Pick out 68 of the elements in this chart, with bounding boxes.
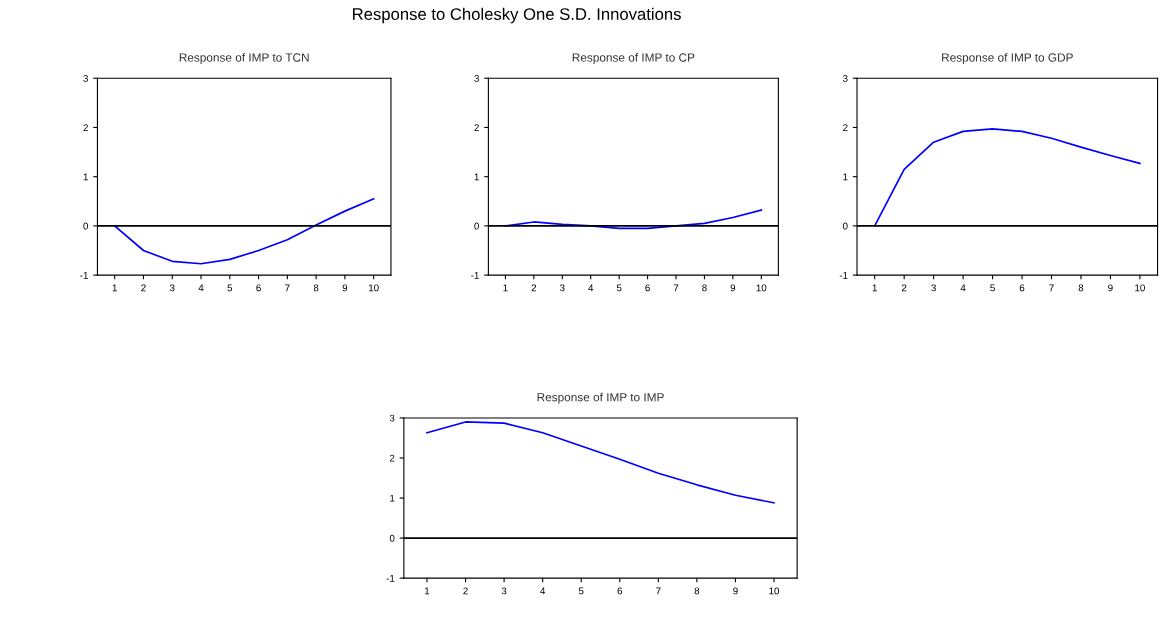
x-tick-label: 9 (730, 284, 736, 292)
y-tick-label: 1 (83, 173, 88, 181)
x-tick-label: 10 (769, 587, 780, 595)
chart-title: Response of IMP to GDP (942, 53, 1073, 65)
x-tick-label: 5 (616, 284, 622, 292)
x-tick-label: 1 (503, 284, 508, 292)
text: Response to Cholesky One S.D. Innovations (353, 7, 681, 24)
x-tick-label: 5 (227, 284, 233, 292)
y-tick-label: 3 (842, 74, 848, 82)
x-tick-label: 6 (645, 284, 650, 292)
x-tick-label: 10 (1135, 284, 1145, 292)
y-tick-label: 1 (843, 173, 848, 181)
y-tick-label: 3 (474, 74, 479, 82)
x-tick-label: 2 (463, 587, 468, 595)
line-series (113, 197, 375, 265)
y-tick-label: -1 (80, 271, 88, 279)
y-tick-label: 2 (389, 454, 395, 462)
y-tick-label: -1 (839, 271, 848, 279)
x-tick-label: 8 (313, 284, 319, 292)
x-tick-label: 2 (531, 284, 537, 292)
x-tick-label: 8 (702, 284, 707, 292)
y-tick-label: 0 (83, 222, 89, 230)
y-tick-label: 1 (390, 494, 395, 502)
x-tick-label: 1 (112, 284, 117, 292)
x-tick-label: 10 (369, 284, 379, 292)
y-tick-label: 3 (389, 414, 395, 422)
y-tick-label: -1 (471, 271, 479, 279)
x-tick-label: 9 (342, 284, 348, 292)
x-tick-label: 3 (559, 284, 565, 292)
x-tick-label: 6 (256, 284, 261, 292)
y-tick-label: 3 (83, 74, 88, 82)
x-tick-label: 5 (578, 587, 584, 595)
x-tick-label: 2 (141, 284, 146, 292)
y-tick-label: 0 (474, 222, 479, 230)
x-tick-label: 9 (1108, 284, 1113, 292)
y-tick-label: 0 (842, 222, 848, 230)
x-tick-label: 3 (931, 284, 936, 292)
x-tick-label: 1 (425, 587, 430, 595)
x-tick-label: 4 (588, 284, 594, 292)
y-tick-label: 1 (474, 173, 479, 181)
x-tick-label: 8 (694, 587, 700, 595)
x-tick-label: 3 (169, 284, 175, 292)
line-series (426, 421, 775, 504)
chart-title: Response of IMP to CP (572, 53, 695, 65)
x-tick-label: 8 (1078, 284, 1084, 292)
x-tick-label: 3 (501, 587, 507, 595)
x-tick-label: 4 (960, 284, 966, 292)
x-tick-label: 4 (198, 284, 204, 292)
x-tick-label: 6 (1019, 284, 1025, 292)
x-tick-label: 7 (285, 284, 290, 292)
x-tick-label: 2 (901, 284, 907, 292)
y-tick-label: 2 (474, 124, 479, 131)
x-tick-label: 7 (673, 284, 679, 292)
x-tick-label: 6 (617, 587, 623, 595)
x-tick-label: 4 (540, 587, 546, 595)
chart-title: Response of IMP to TCN (179, 53, 309, 65)
line-series (873, 128, 1141, 227)
y-tick-label: 0 (389, 534, 395, 542)
x-tick-label: 9 (733, 587, 738, 595)
chart-title: Response of IMP to IMP (537, 392, 664, 404)
x-tick-label: 7 (1049, 284, 1054, 292)
y-tick-label: 2 (843, 124, 848, 131)
x-tick-label: 1 (872, 284, 877, 292)
x-tick-label: 7 (656, 587, 661, 595)
y-tick-label: 2 (83, 124, 88, 131)
y-tick-label: -1 (386, 574, 395, 582)
x-tick-label: 5 (990, 284, 995, 292)
x-tick-label: 10 (756, 284, 767, 292)
